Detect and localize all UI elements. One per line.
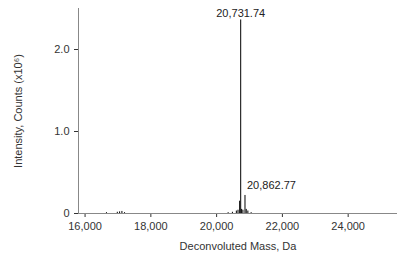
svg-text:2.0: 2.0 <box>54 43 69 55</box>
svg-text:20,731.74: 20,731.74 <box>216 7 265 19</box>
svg-text:24,000: 24,000 <box>331 220 365 232</box>
svg-text:Deconvoluted Mass, Da: Deconvoluted Mass, Da <box>180 240 298 252</box>
svg-text:16,000: 16,000 <box>68 220 102 232</box>
svg-text:20,862.77: 20,862.77 <box>247 179 296 191</box>
svg-text:18,000: 18,000 <box>134 220 168 232</box>
svg-text:22,000: 22,000 <box>266 220 300 232</box>
svg-text:Intensity, Counts (x10⁶): Intensity, Counts (x10⁶) <box>12 54 24 168</box>
svg-text:0: 0 <box>63 207 69 219</box>
svg-text:20,000: 20,000 <box>200 220 234 232</box>
svg-text:1.0: 1.0 <box>54 125 69 137</box>
